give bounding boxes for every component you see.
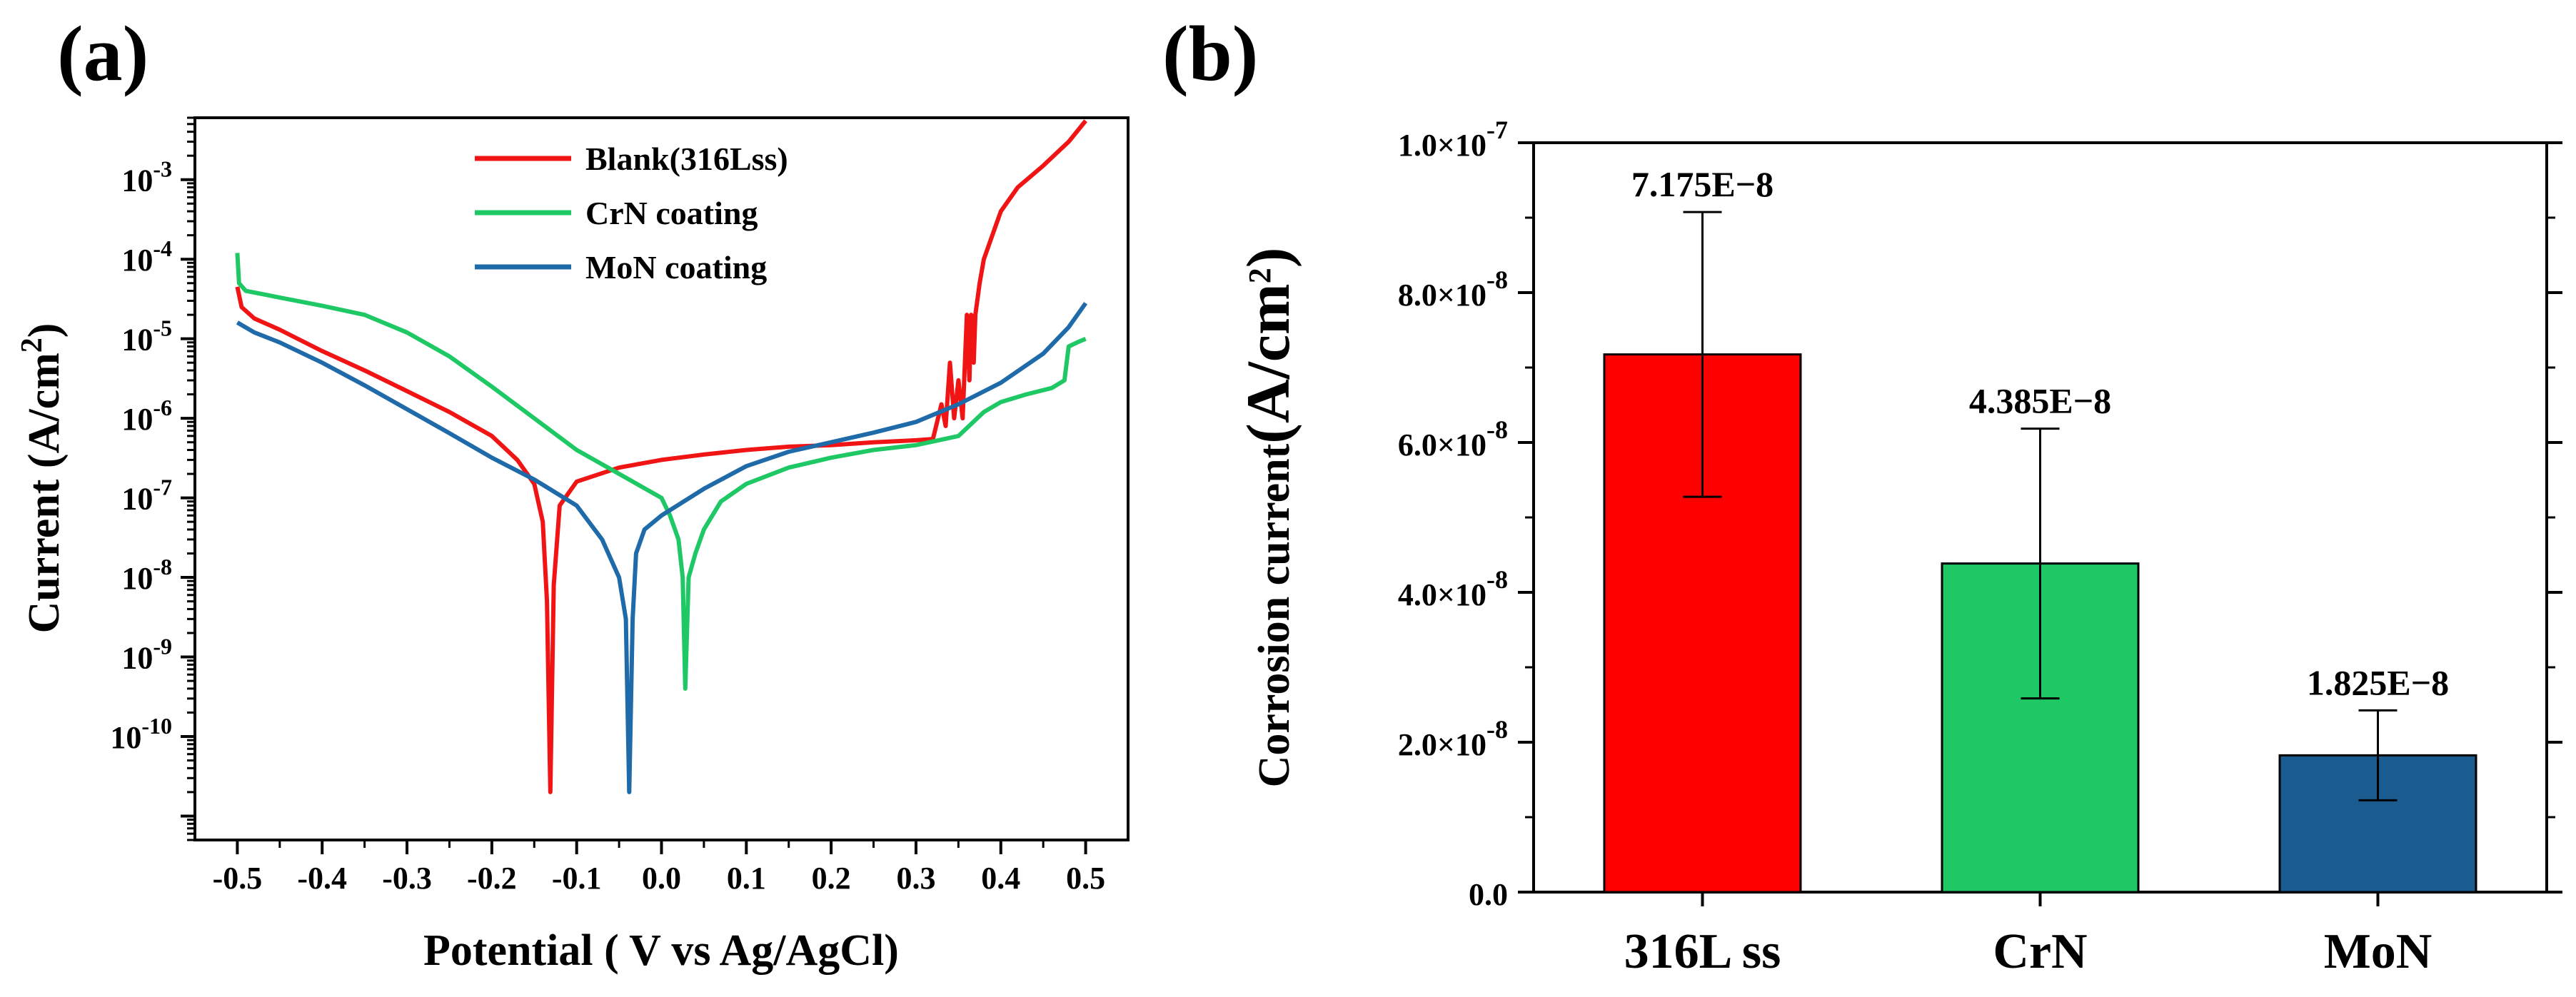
y-tick-label: 2.0×10-8 (1398, 715, 1508, 762)
x-category-label-0: 316L ss (1624, 924, 1781, 979)
y-tick-label: 10-7 (121, 475, 172, 517)
x-tick-label: -0.5 (213, 861, 263, 896)
x-tick-label: 0.5 (1066, 861, 1105, 896)
x-tick-label: 0.2 (812, 861, 851, 896)
y-tick-label: 10-8 (121, 554, 172, 596)
y-tick-label: 10-6 (121, 395, 172, 437)
y-tick-label: 0.0 (1469, 877, 1508, 912)
x-axis-title-a: Potential ( V vs Ag/AgCl) (423, 926, 899, 975)
y-tick-label: 10-5 (121, 315, 172, 358)
panel-a: (a) -0.5 -0.4 -0.3 -0.2 -0.1 0.0 0.1 0.2 0.3 0.4 0… (16, 10, 1129, 975)
y-axis-ticks: 10-10 10-9 10-8 10-7 10-6 10-5 10-4 10-3 (110, 116, 195, 841)
x-tick-label: -0.4 (297, 861, 347, 896)
bars: 7.175E−8 4.385E−8 1.825E−8 (1603, 164, 2477, 894)
data-label-1: 4.385E−8 (1969, 381, 2111, 421)
legend-label-mon: MoN coating (585, 249, 767, 285)
x-tick-label: -0.3 (382, 861, 432, 896)
legend: Blank(316Lss) CrN coating MoN coating (475, 141, 788, 285)
y-tick-label: 6.0×10-8 (1398, 415, 1508, 462)
legend-label-crn: CrN coating (585, 195, 758, 231)
panel-b: (b) 0.0 2.0×10-8 4.0×10-8 6.0×10-8 8.0×10-8 1… (1162, 10, 2562, 979)
y-tick-label: 10-4 (121, 236, 172, 278)
x-category-label-2: MoN (2324, 924, 2432, 979)
y-axis-title-a: Current (A/cm2) (16, 323, 69, 634)
x-tick-label: 0.3 (896, 861, 935, 896)
y-tick-label: 1.0×10-7 (1398, 116, 1508, 163)
series-line-2 (236, 302, 1088, 794)
y-tick-label: 10-10 (110, 713, 172, 755)
x-tick-label: 0.0 (642, 861, 681, 896)
series-line-0 (235, 119, 1087, 794)
data-label-2: 1.825E−8 (2307, 662, 2449, 702)
x-axis-ticks: -0.5 -0.4 -0.3 -0.2 -0.1 0.0 0.1 0.2 0.3 0.4 0.5 (213, 840, 1105, 896)
y-tick-label: 10-3 (121, 156, 172, 198)
series-line-1 (235, 253, 1087, 691)
x-tick-label: 0.4 (981, 861, 1020, 896)
y-axis-ticks-b: 0.0 2.0×10-8 4.0×10-8 6.0×10-8 8.0×10-8 1.0×1… (1398, 116, 2562, 912)
y-axis-title-b: Corrosion current(A/cm2) (1234, 248, 1302, 788)
y-tick-label: 4.0×10-8 (1398, 565, 1508, 612)
panel-b-label: (b) (1162, 10, 1258, 97)
x-axis-categories: 316L ss CrN MoN (1624, 892, 2432, 979)
polarization-curves (235, 119, 1088, 794)
x-tick-label: -0.1 (552, 861, 602, 896)
y-tick-label: 10-9 (121, 634, 172, 676)
data-label-0: 7.175E−8 (1631, 164, 1773, 204)
x-category-label-1: CrN (1993, 924, 2087, 979)
x-tick-label: 0.1 (727, 861, 766, 896)
y-tick-label: 8.0×10-8 (1398, 265, 1508, 313)
panel-a-label: (a) (57, 10, 149, 97)
legend-label-blank: Blank(316Lss) (585, 141, 788, 177)
x-tick-label: -0.2 (467, 861, 517, 896)
